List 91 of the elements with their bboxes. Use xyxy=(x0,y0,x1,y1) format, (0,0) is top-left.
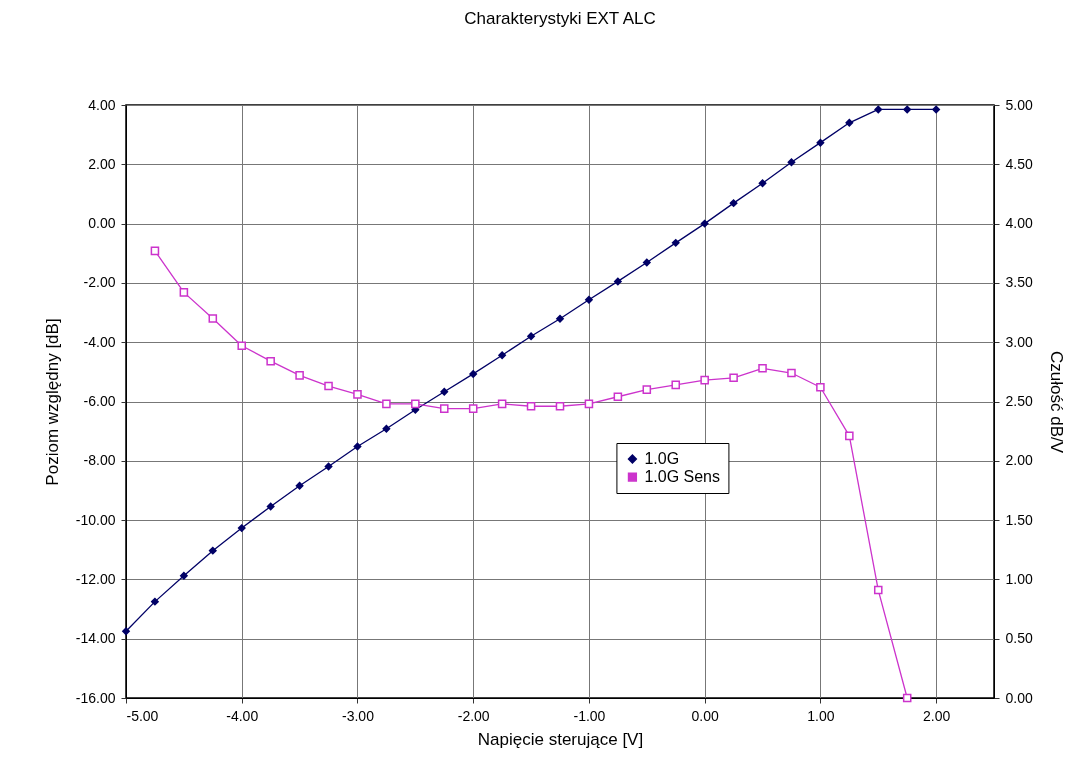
point xyxy=(613,392,623,402)
point xyxy=(787,158,796,167)
y2-tick-label: 1.50 xyxy=(1005,511,1033,528)
chart-title: Charakterystyki EXT ALC xyxy=(464,9,656,28)
point xyxy=(266,356,275,366)
point xyxy=(151,597,159,606)
y-tick-label: 0.00 xyxy=(88,215,116,232)
point xyxy=(526,401,536,411)
y-tick-label: -12.00 xyxy=(75,570,116,587)
x-axis-title: Napięcie sterujące [V] xyxy=(477,729,644,749)
point xyxy=(439,404,449,413)
point xyxy=(237,524,246,533)
point xyxy=(873,585,883,595)
x-tick-label: -2.00 xyxy=(457,707,490,724)
point xyxy=(295,481,304,490)
y2-tick-label: 0.00 xyxy=(1005,689,1033,706)
y2-tick-label: 5.00 xyxy=(1005,96,1033,113)
point xyxy=(902,693,912,703)
point xyxy=(729,373,738,383)
point xyxy=(932,105,941,114)
point xyxy=(382,424,391,433)
point xyxy=(468,404,478,413)
point xyxy=(353,442,362,451)
point xyxy=(382,399,391,409)
point xyxy=(324,462,333,471)
point xyxy=(613,277,622,286)
point xyxy=(497,399,507,409)
y-tick-label: -6.00 xyxy=(83,393,116,409)
point xyxy=(440,387,449,396)
point xyxy=(208,546,217,555)
point xyxy=(122,627,130,636)
x-tick-label: -1.00 xyxy=(573,707,606,724)
x-tick-label: 2.00 xyxy=(923,707,951,724)
y-tick-label: -2.00 xyxy=(83,274,116,291)
point xyxy=(845,118,854,127)
point xyxy=(642,258,651,267)
y2-tick-label: 0.50 xyxy=(1005,630,1033,647)
y2-tick-label: 4.00 xyxy=(1005,215,1033,232)
y-tick-label: 4.00 xyxy=(88,96,116,113)
point xyxy=(266,502,275,511)
point xyxy=(758,179,767,188)
point xyxy=(816,382,825,392)
y-tick-label: -8.00 xyxy=(83,452,116,469)
point xyxy=(411,399,420,409)
point xyxy=(671,380,681,390)
y-tick-label: -10.00 xyxy=(75,511,116,528)
legend-label: 1.0G Sens xyxy=(644,468,721,486)
point xyxy=(729,199,738,208)
point xyxy=(845,431,854,441)
y2-tick-label: 2.00 xyxy=(1005,452,1033,469)
point xyxy=(555,401,565,411)
point xyxy=(903,105,912,114)
point xyxy=(556,314,564,323)
point xyxy=(324,381,333,391)
y2-tick-label: 1.00 xyxy=(1005,570,1033,587)
point xyxy=(353,390,362,399)
point xyxy=(237,341,247,351)
y2-axis-title: Czułość dB/V xyxy=(1046,350,1066,454)
point xyxy=(700,375,709,385)
y2-tick-label: 2.50 xyxy=(1005,393,1033,409)
y2-tick-label: 3.50 xyxy=(1005,274,1033,291)
point xyxy=(469,370,478,378)
point xyxy=(642,385,652,394)
x-tick-label: -5.00 xyxy=(126,707,159,724)
x-tick-label: -3.00 xyxy=(342,707,375,724)
y-tick-label: 2.00 xyxy=(88,155,116,172)
point xyxy=(787,368,796,378)
point xyxy=(874,105,883,114)
point xyxy=(527,332,535,341)
y-tick-label: -16.00 xyxy=(75,689,116,706)
point xyxy=(179,571,188,580)
x-tick-label: 0.00 xyxy=(691,707,719,724)
point xyxy=(498,351,507,360)
point xyxy=(758,364,767,373)
y2-tick-label: 4.50 xyxy=(1005,155,1033,172)
y2-tick-label: 3.00 xyxy=(1005,333,1033,350)
x-tick-label: -4.00 xyxy=(226,707,259,724)
legend-label: 1.0G xyxy=(644,450,680,468)
y-tick-label: -14.00 xyxy=(75,630,116,647)
point xyxy=(584,399,594,409)
point xyxy=(671,238,680,247)
y-axis-title: Poziom względny [dB] xyxy=(42,318,62,486)
point xyxy=(295,371,304,380)
point xyxy=(816,138,825,147)
point xyxy=(208,314,218,323)
point xyxy=(179,288,189,297)
point xyxy=(700,219,709,228)
x-tick-label: 1.00 xyxy=(807,707,835,724)
point xyxy=(150,246,160,256)
y-tick-label: -4.00 xyxy=(83,333,116,350)
point xyxy=(585,295,593,304)
